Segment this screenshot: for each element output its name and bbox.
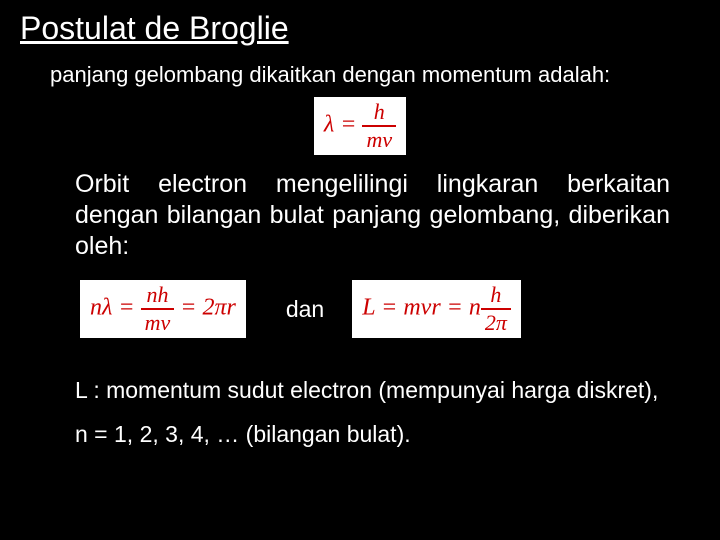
eq3-n: n <box>469 295 481 321</box>
eq1-eq: = <box>334 111 362 137</box>
eq2-eq: = <box>112 295 140 321</box>
eq2-rhs: 2πr <box>202 295 235 321</box>
angular-momentum-paragraph: L : momentum sudut electron (mempunyai h… <box>75 376 670 405</box>
eq2-num: nh <box>141 284 175 310</box>
eq2-fraction: nhmv <box>141 284 175 334</box>
equation-row: nλ = nhmv = 2πr dan L = mvr = nh2π <box>80 280 700 338</box>
eq1-den: mv <box>362 127 396 151</box>
slide-title: Postulat de Broglie <box>20 10 700 47</box>
equation-wavelength-row: λ = hmv <box>20 97 700 155</box>
eq3-eq2: = <box>441 295 469 321</box>
n-values-paragraph: n = 1, 2, 3, 4, … (bilangan bulat). <box>75 421 670 448</box>
eq2-den: mv <box>141 310 175 334</box>
eq1-lhs: λ <box>324 111 334 137</box>
intro-paragraph: panjang gelombang dikaitkan dengan momen… <box>50 61 690 89</box>
eq3-mid: mvr <box>403 295 440 321</box>
eq3-num: h <box>481 284 511 310</box>
eq2-lhs: nλ <box>90 295 112 321</box>
equation-L: L = mvr = nh2π <box>352 280 521 338</box>
eq3-lhs: L <box>362 295 375 321</box>
eq1-num: h <box>362 101 396 127</box>
equation-wavelength: λ = hmv <box>314 97 406 155</box>
eq1-fraction: hmv <box>362 101 396 151</box>
eq3-eq: = <box>375 295 403 321</box>
eq3-fraction: h2π <box>481 284 511 334</box>
eq2-eq2: = <box>174 295 202 321</box>
dan-text: dan <box>286 296 324 323</box>
equation-nlambda: nλ = nhmv = 2πr <box>80 280 246 338</box>
orbit-paragraph: Orbit electron mengelilingi lingkaran be… <box>75 169 670 263</box>
eq3-den: 2π <box>481 310 511 334</box>
